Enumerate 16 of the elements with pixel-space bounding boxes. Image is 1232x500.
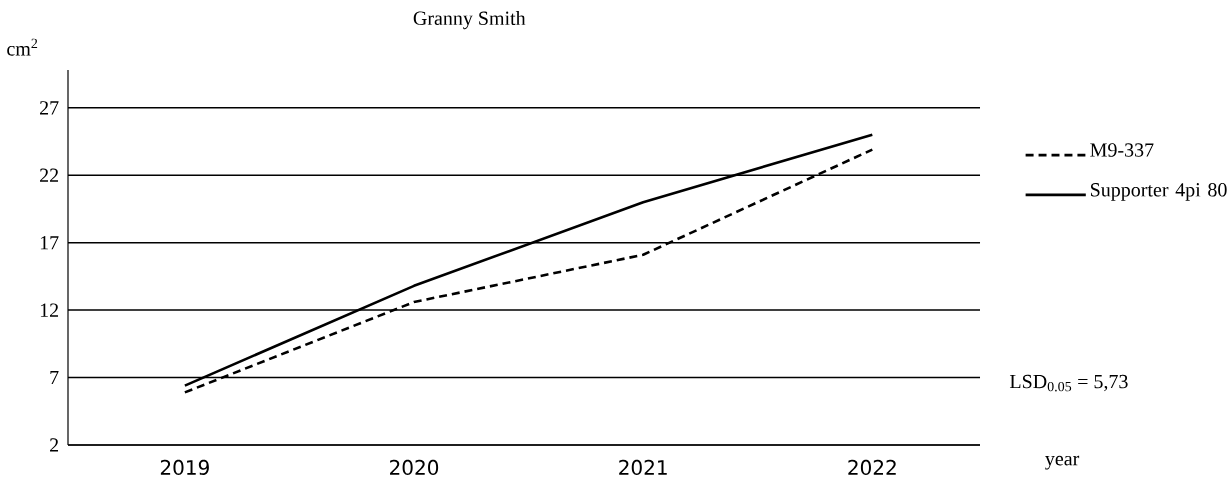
y-tick-label: 27 xyxy=(40,101,59,115)
y-tick-label: 7 xyxy=(50,371,59,385)
text: LSD$_{0.05}$ = 5,73 xyxy=(1009,374,1128,392)
y-tick-label: 12 xyxy=(40,303,59,317)
x-tick-label: 2019 xyxy=(160,459,209,475)
legend-label: M9-337 xyxy=(1090,143,1154,157)
y-tick-label: 17 xyxy=(40,236,59,250)
x-axis-title: year xyxy=(1045,455,1080,470)
legend-label: Supporter 4pi 80 xyxy=(1090,183,1227,201)
x-tick-label: 2020 xyxy=(390,459,439,475)
x-tick-label: 2022 xyxy=(848,459,896,475)
x-tick-label: 2021 xyxy=(619,459,667,475)
y-axis-title: cm$^{2}$ xyxy=(7,38,38,56)
y-tick-label: 22 xyxy=(40,168,59,182)
chart-title: Granny Smith xyxy=(413,10,526,30)
y-tick-label: 2 xyxy=(50,438,59,452)
